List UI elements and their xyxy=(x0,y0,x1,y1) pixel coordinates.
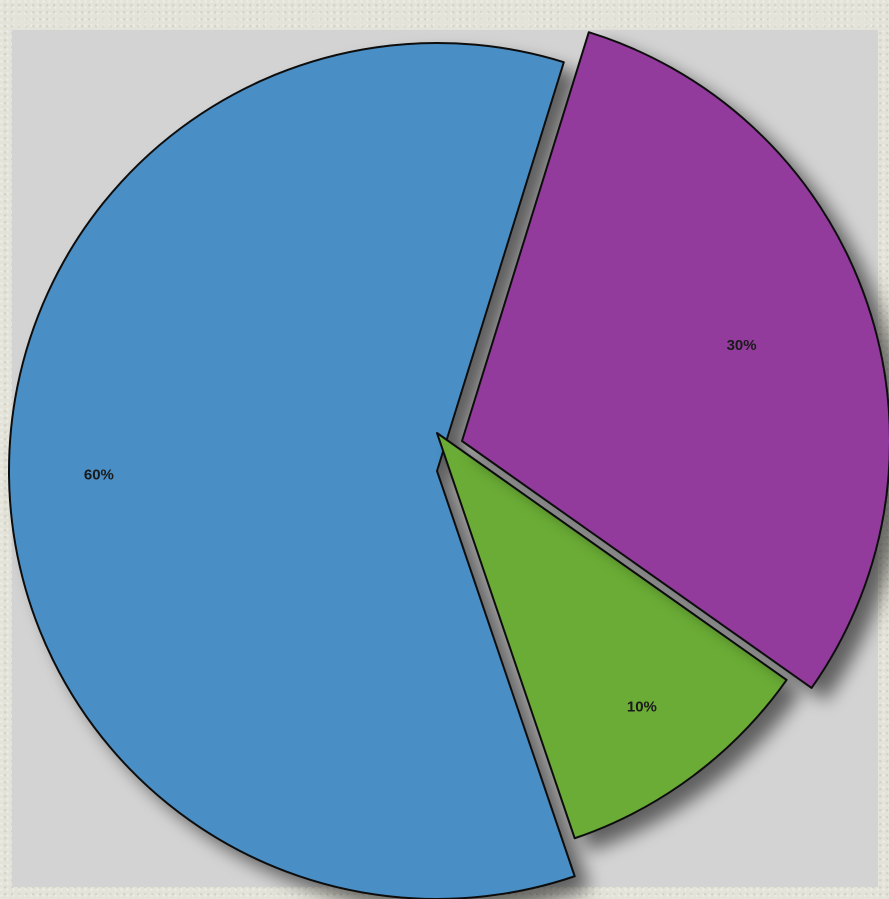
pie-slice-30-percent xyxy=(461,31,889,689)
pie-slice-60-percent xyxy=(8,42,576,899)
slice-label: 10% xyxy=(627,698,657,715)
slice-label: 60% xyxy=(84,466,114,483)
pie-slices xyxy=(8,31,889,899)
pie-labels: 60% 10% 30% xyxy=(84,337,757,715)
pie-slice-10-percent xyxy=(436,432,788,840)
slice-label: 30% xyxy=(727,337,757,354)
